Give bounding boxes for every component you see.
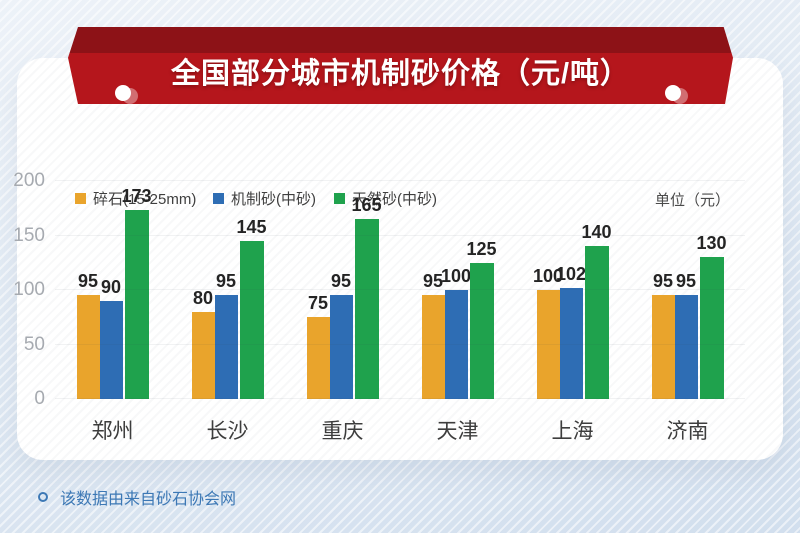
bar: 95 (214, 271, 238, 399)
y-axis-tick: 150 (13, 224, 45, 246)
bar-value-label: 100 (532, 266, 564, 286)
bar: 140 (581, 222, 612, 399)
bar-value-label: 95 (77, 271, 99, 292)
x-axis-category-label: 天津 (436, 420, 479, 443)
decor-dot-left-icon (115, 85, 131, 101)
bar: 102 (556, 264, 586, 399)
legend-label: 碎石(15-25mm) (93, 191, 197, 208)
bar: 100 (441, 266, 471, 399)
bar-groups: 95 90 173 郑州 80 95 145 长沙 75 95 165 重庆 95 100 125 天津 100… (55, 171, 745, 443)
gridline (55, 398, 745, 399)
legend-swatch-blue (213, 193, 224, 204)
bar-group: 95 90 173 郑州 (55, 171, 170, 443)
bar-chart: 95 90 173 郑州 80 95 145 长沙 75 95 165 重庆 95 100 125 天津 100… (13, 171, 745, 443)
legend-item-natural-sand: 天然砂(中砂) (334, 188, 437, 209)
unit-label: 单位（元） (654, 192, 730, 209)
title-banner: 全国部分城市机制砂价格（元/吨） (68, 27, 733, 104)
bar: 95 (329, 271, 353, 399)
bar-value-label: 95 (330, 271, 352, 292)
legend-label: 天然砂(中砂) (352, 191, 437, 208)
bar-value-label: 173 (121, 186, 152, 207)
bar: 130 (696, 233, 727, 399)
bar-group: 95 95 130 济南 (630, 171, 745, 443)
bar: 165 (351, 195, 382, 399)
gridline (55, 180, 745, 181)
bar-value-label: 95 (652, 271, 674, 292)
legend-label: 机制砂(中砂) (231, 191, 316, 208)
x-axis-category-label: 济南 (666, 420, 709, 443)
bar: 173 (121, 186, 152, 399)
bar: 145 (236, 217, 267, 399)
legend-swatch-green (334, 193, 345, 204)
bar-value-label: 95 (215, 271, 237, 292)
legend-item-machine-sand: 机制砂(中砂) (213, 188, 316, 209)
legend-swatch-yellow (75, 193, 86, 204)
bar: 90 (99, 277, 123, 399)
gridline (55, 234, 745, 236)
bar: 95 (674, 271, 698, 399)
bar-group: 80 95 145 长沙 (170, 171, 285, 443)
bar-group: 100 102 140 上海 (515, 171, 630, 443)
legend-item-crushed-stone: 碎石(15-25mm) (75, 188, 196, 209)
y-axis-tick: 100 (13, 279, 45, 300)
source-note: 该数据由来自砂石协会网 (38, 485, 236, 509)
chart-card: 碎石(15-25mm) 机制砂(中砂) 天然砂(中砂) 单位（元） 95 90 17… (13, 58, 783, 460)
bar-value-label: 102 (555, 263, 587, 284)
bar-value-label: 145 (236, 216, 267, 237)
bar-value-label: 75 (307, 293, 329, 314)
decor-dot-right-icon (665, 85, 681, 101)
x-axis-category-label: 上海 (551, 420, 594, 443)
y-axis-tick: 0 (34, 388, 45, 409)
bar: 125 (466, 239, 497, 399)
y-axis-tick: 200 (13, 170, 45, 191)
source-text: 该数据由来自砂石协会网 (60, 491, 237, 508)
bar-value-label: 165 (351, 195, 382, 216)
gridline (55, 343, 745, 345)
x-axis-category-label: 重庆 (321, 420, 364, 443)
y-axis-tick: 50 (23, 333, 45, 355)
bar: 95 (421, 271, 445, 399)
bar: 95 (76, 271, 100, 399)
bar-value-label: 95 (422, 271, 444, 292)
bar-value-label: 90 (100, 276, 122, 297)
bar: 75 (306, 293, 330, 399)
bar-value-label: 80 (192, 287, 214, 308)
bar-value-label: 125 (466, 238, 497, 259)
bar-value-label: 130 (696, 233, 727, 254)
bar: 80 (191, 288, 215, 399)
bar: 100 (533, 266, 563, 399)
bar-group: 95 100 125 天津 (400, 171, 515, 443)
bar-group: 75 95 165 重庆 (285, 171, 400, 443)
chart-title: 全国部分城市机制砂价格（元/吨） (170, 58, 631, 90)
x-axis-category-label: 郑州 (91, 420, 134, 443)
bar-value-label: 140 (581, 222, 612, 243)
bar: 95 (651, 271, 675, 399)
x-axis-category-label: 长沙 (206, 420, 249, 443)
gridline (55, 289, 745, 290)
bar-value-label: 100 (440, 266, 472, 286)
circle-bullet-icon (38, 492, 48, 502)
bar-value-label: 95 (675, 271, 697, 292)
